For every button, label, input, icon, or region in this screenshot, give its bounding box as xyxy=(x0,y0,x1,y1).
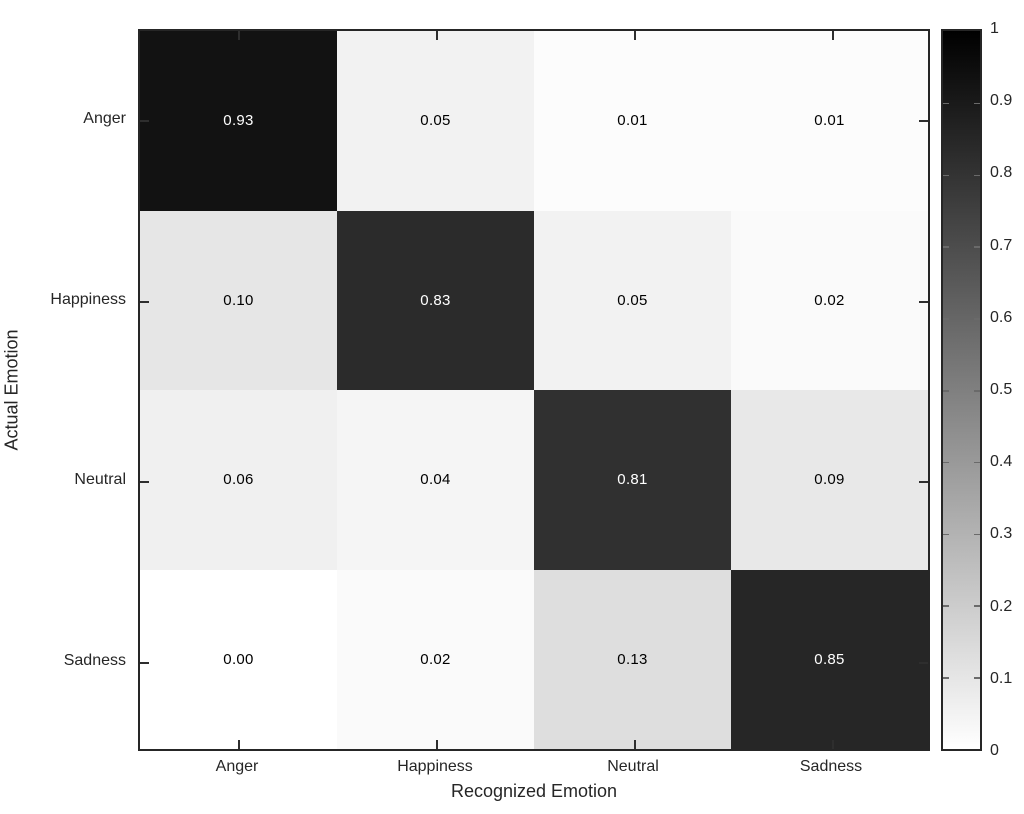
left-axis-tick xyxy=(140,481,149,484)
colorbar-tick-label: 1 xyxy=(990,20,999,37)
colorbar-tick-label: 0.6 xyxy=(990,308,1013,326)
left-axis-tick xyxy=(140,300,149,303)
colorbar-tick xyxy=(943,390,949,392)
colorbar-tick xyxy=(974,318,980,320)
x-tick-label: Sadness xyxy=(799,758,863,775)
right-axis-tick xyxy=(919,481,928,484)
colorbar-tick xyxy=(943,102,949,105)
top-axis-tick xyxy=(634,31,636,40)
x-tick-label: Neutral xyxy=(607,758,659,775)
colorbar-tick xyxy=(974,174,980,177)
colorbar xyxy=(941,29,982,751)
heatmap-cell: 0.02 xyxy=(337,569,534,749)
colorbar-tick-label: 0.1 xyxy=(990,669,1013,687)
heatmap-cell: 0.05 xyxy=(534,210,731,390)
heatmap-cell: 0.09 xyxy=(731,390,928,570)
x-tick-label: Anger xyxy=(215,758,259,775)
colorbar-tick-label: 0.8 xyxy=(990,164,1013,182)
heatmap-cell: 0.10 xyxy=(140,210,337,390)
y-tick-label: Happiness xyxy=(50,290,126,308)
heatmap-cell: 0.01 xyxy=(534,31,731,211)
y-tick-label: Sadness xyxy=(63,651,126,669)
heatmap-cell: 0.06 xyxy=(140,390,337,570)
heatmap-cell: 0.83 xyxy=(337,210,534,390)
x-tick-label: Happiness xyxy=(397,758,473,775)
colorbar-tick xyxy=(974,246,980,248)
colorbar-tick xyxy=(943,246,949,248)
colorbar-tick xyxy=(974,390,980,392)
colorbar-tick xyxy=(974,102,980,105)
colorbar-tick xyxy=(974,677,980,679)
heatmap-cell: 0.01 xyxy=(731,31,928,211)
heatmap-cell: 0.02 xyxy=(731,210,928,390)
heatmap-grid: 0.93 0.05 0.01 0.01 0.10 0.83 0.05 0.02 0.06 0.04… xyxy=(140,31,928,749)
colorbar-tick-label: 0.2 xyxy=(990,597,1013,615)
colorbar-tick-label: 0.3 xyxy=(990,525,1013,543)
heatmap-cell: 0.04 xyxy=(337,390,534,570)
y-tick-label: Neutral xyxy=(74,471,126,489)
colorbar-tick-label: 0.4 xyxy=(990,453,1013,471)
colorbar-tick xyxy=(943,461,949,464)
y-axis-title: Actual Emotion xyxy=(1,329,22,451)
left-axis-tick xyxy=(140,120,149,123)
left-axis-tick xyxy=(140,661,149,664)
colorbar-tick-label: 0.9 xyxy=(990,92,1013,110)
colorbar-tick xyxy=(974,533,980,536)
x-axis-title: Recognized Emotion xyxy=(450,781,618,801)
heatmap-plot-area: 0.93 0.05 0.01 0.01 0.10 0.83 0.05 0.02 0.06 0.04… xyxy=(138,29,930,751)
y-tick-label: Anger xyxy=(83,110,126,128)
colorbar-tick xyxy=(974,461,980,464)
heatmap-cell: 0.81 xyxy=(534,390,731,570)
heatmap-cell: 0.85 xyxy=(731,569,928,749)
heatmap-cell: 0.05 xyxy=(337,31,534,211)
colorbar-tick xyxy=(943,174,949,177)
heatmap-cell: 0.93 xyxy=(140,31,337,211)
colorbar-tick xyxy=(943,677,949,679)
colorbar-tick-label: 0 xyxy=(990,742,999,759)
bottom-axis-tick xyxy=(436,740,438,749)
bottom-axis-tick xyxy=(832,740,834,749)
colorbar-tick xyxy=(974,605,980,607)
heatmap-cell: 0.13 xyxy=(534,569,731,749)
right-axis-tick xyxy=(919,120,928,123)
colorbar-tick xyxy=(943,318,949,320)
colorbar-tick-label: 0.5 xyxy=(990,381,1013,398)
right-axis-tick xyxy=(919,661,928,664)
bottom-axis-tick xyxy=(634,740,636,749)
top-axis-tick xyxy=(832,31,834,40)
top-axis-tick xyxy=(436,31,438,40)
colorbar-tick-label: 0.7 xyxy=(990,236,1013,254)
bottom-axis-tick xyxy=(238,740,240,749)
colorbar-tick xyxy=(943,605,949,607)
colorbar-tick xyxy=(943,533,949,536)
right-axis-tick xyxy=(919,300,928,303)
top-axis-tick xyxy=(238,31,240,40)
heatmap-cell: 0.00 xyxy=(140,569,337,749)
